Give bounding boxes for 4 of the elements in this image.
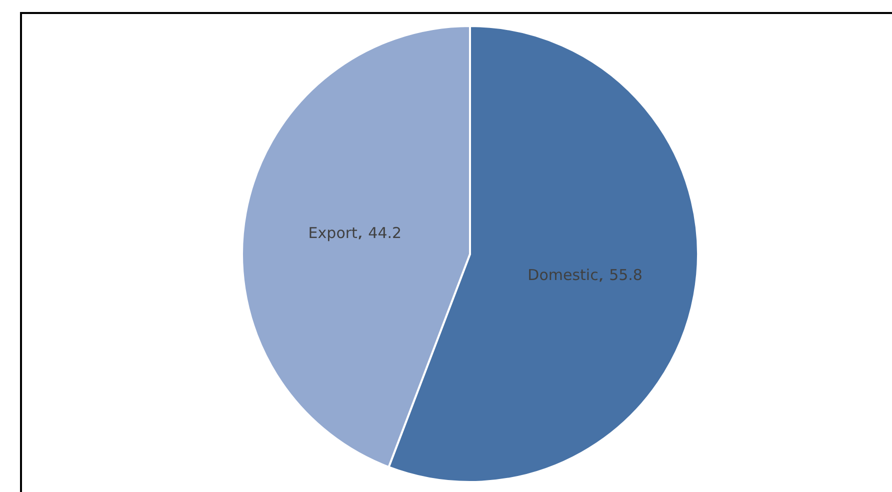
data-label: 44.2 (363, 224, 402, 242)
slice-label: Export (308, 224, 358, 242)
data-label: 55.8 (604, 266, 642, 284)
slice-label: Domestic (528, 266, 598, 284)
